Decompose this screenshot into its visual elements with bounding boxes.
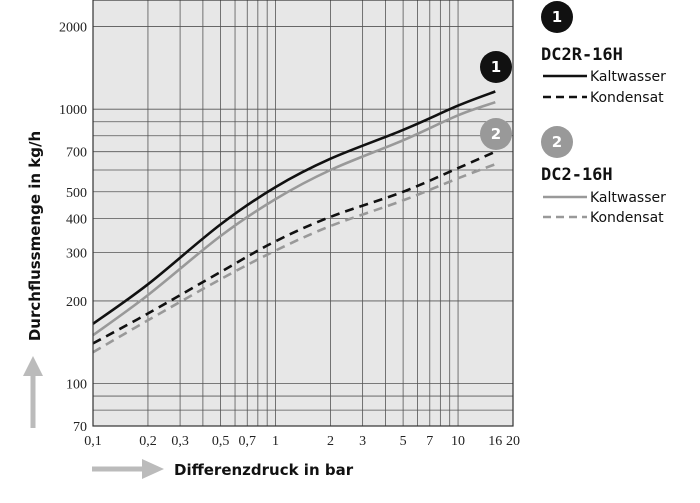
y-tick-labels: 70 100 200 300 400 500 700 1000 2000 — [59, 21, 87, 435]
svg-text:2: 2 — [552, 133, 562, 151]
series-line-1 — [92, 90, 496, 325]
x-tick-label: 0,3 — [171, 434, 189, 449]
curve-badge-2: 2 — [480, 118, 512, 150]
y-tick-label: 400 — [66, 212, 87, 227]
x-tick-label: 0,1 — [84, 434, 102, 449]
y-axis-arrow — [23, 356, 43, 428]
legend-item-label: Kondensat — [590, 90, 664, 106]
legend-item-label: Kaltwasser — [590, 190, 666, 206]
y-tick-label: 1000 — [59, 103, 87, 118]
x-tick-label: 10 — [451, 434, 465, 449]
x-tick-label: 3 — [359, 434, 366, 449]
legend-group-1: 1 DC2R-16H Kaltwasser Kondensat — [541, 1, 666, 106]
curve-badge-1: 1 — [480, 51, 512, 83]
x-tick-label: 2 — [327, 434, 334, 449]
y-tick-label: 500 — [66, 186, 87, 201]
y-tick-label: 300 — [66, 247, 87, 262]
y-tick-label: 100 — [66, 378, 87, 393]
legend-model-1: DC2R-16H — [541, 45, 623, 65]
x-axis-label: Differenzdruck in bar — [174, 461, 354, 479]
legend: 1 DC2R-16H Kaltwasser Kondensat 2 DC2-16… — [541, 1, 666, 226]
plot-frame — [92, 0, 514, 427]
series-line-3 — [92, 100, 496, 337]
legend-item-label: Kaltwasser — [590, 69, 666, 85]
x-tick-label: 0,5 — [212, 434, 230, 449]
legend-badge-2 — [541, 126, 573, 158]
y-tick-label: 2000 — [59, 21, 87, 36]
x-tick-label: 7 — [426, 434, 433, 449]
legend-badge-1 — [541, 1, 573, 33]
svg-text:1: 1 — [491, 58, 501, 76]
y-tick-label: 200 — [66, 295, 87, 310]
x-tick-labels: 0,1 0,2 0,3 0,5 0,7 1 2 3 5 7 10 16 20 — [84, 434, 520, 449]
x-tick-label: 0,7 — [239, 434, 257, 449]
y-axis-label: Durchflussmenge in kg/h — [26, 131, 44, 341]
x-tick-label: 16 — [488, 434, 502, 449]
x-tick-label: 0,2 — [139, 434, 157, 449]
series-line-4 — [92, 162, 496, 354]
x-tick-label: 5 — [400, 434, 407, 449]
series-line-2 — [92, 150, 496, 345]
legend-item-label: Kondensat — [590, 210, 664, 226]
x-tick-label: 1 — [272, 434, 279, 449]
legend-model-2: DC2-16H — [541, 165, 613, 185]
y-tick-label: 700 — [66, 146, 87, 161]
series-layer — [92, 90, 496, 354]
plot-background — [93, 0, 513, 426]
x-tick-label: 20 — [506, 434, 520, 449]
svg-text:2: 2 — [491, 125, 501, 143]
x-axis-arrow — [92, 459, 164, 479]
svg-text:1: 1 — [552, 8, 562, 26]
legend-group-2: 2 DC2-16H Kaltwasser Kondensat — [541, 126, 666, 226]
y-tick-label: 70 — [73, 420, 87, 435]
